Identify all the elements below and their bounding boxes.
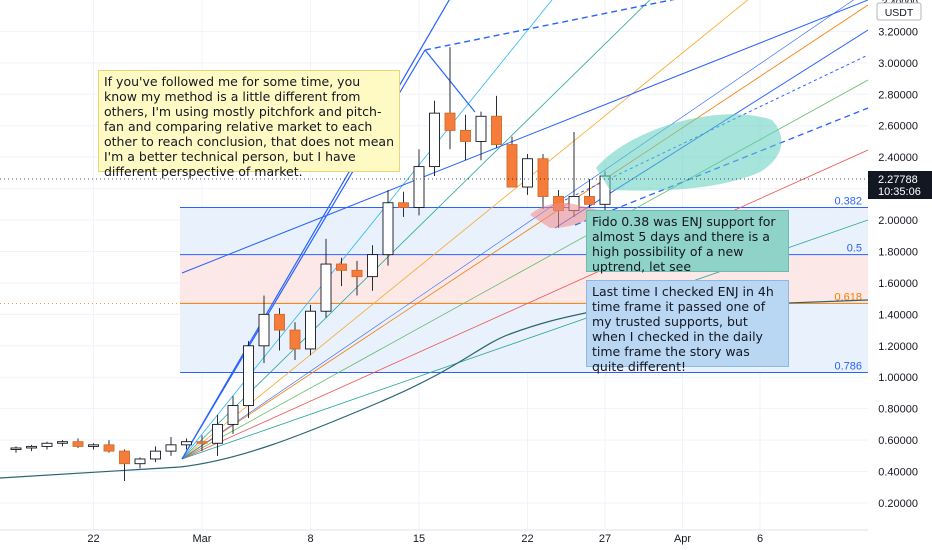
currency-badge[interactable]: USDT	[876, 2, 922, 21]
y-tick-label: 0.80000	[878, 404, 918, 416]
fib-level-label: 0.5	[847, 243, 862, 255]
candle	[351, 269, 363, 278]
candle	[491, 115, 502, 146]
median-line	[181, 0, 868, 274]
x-tick-label: 22	[521, 533, 533, 545]
y-tick-label: 0.40000	[878, 467, 918, 479]
candle	[382, 202, 394, 256]
candle	[398, 202, 409, 208]
candle	[537, 158, 549, 197]
candle	[336, 263, 347, 271]
candle	[88, 444, 99, 447]
y-tick-label: 1.00000	[878, 372, 918, 384]
last-price: 2.27788	[878, 174, 918, 186]
note-timeframe[interactable]: Last time I checked ENJ in 4h time frame…	[586, 280, 789, 374]
x-tick-label: Apr	[674, 533, 691, 545]
candle	[506, 144, 518, 188]
candle	[305, 310, 316, 350]
candle	[227, 405, 239, 425]
currency-label: USDT	[885, 7, 914, 19]
pitchfork-upper	[424, 0, 675, 51]
candle	[274, 313, 285, 331]
candle	[212, 423, 223, 444]
candle	[10, 447, 22, 451]
bar-countdown: 10:35:06	[878, 186, 921, 198]
candle	[522, 158, 533, 188]
fan-line	[181, 0, 450, 460]
x-tick-label: 22	[87, 533, 99, 545]
candle	[413, 166, 425, 208]
fan-line	[181, 0, 651, 460]
y-tick-label: 3.20000	[878, 26, 918, 38]
candle	[134, 458, 146, 465]
parallel-line-dashed	[574, 107, 868, 226]
y-tick-label: 2.40000	[878, 152, 918, 164]
candle	[150, 450, 161, 460]
x-tick-label: 8	[307, 533, 313, 545]
y-tick-label: 1.80000	[878, 246, 918, 258]
candle	[57, 441, 68, 444]
candle	[444, 112, 456, 131]
last-price-tag: 2.27788 10:35:06	[868, 171, 932, 199]
y-tick-label: 1.60000	[878, 278, 918, 290]
note-fib-support[interactable]: Fido 0.38 was ENJ support for almost 5 d…	[586, 210, 789, 274]
price-axis: 3.200003.000002.800002.600002.400002.200…	[878, 26, 918, 510]
time-axis: 22 Mar 8 15 22 27 Apr 6	[87, 533, 763, 545]
y-tick-label: 3.00000	[878, 58, 918, 70]
y-tick-label: 2.60000	[878, 121, 918, 133]
candle	[72, 441, 84, 447]
moving-average-line	[0, 299, 868, 479]
x-tick-label: 27	[599, 533, 611, 545]
candle	[460, 129, 471, 142]
candle	[367, 254, 378, 278]
candle	[320, 263, 332, 312]
y-tick-label: 1.40000	[878, 309, 918, 321]
candle	[119, 450, 130, 465]
fan-line	[181, 0, 749, 460]
candle	[289, 329, 301, 350]
fan-line	[181, 149, 868, 460]
x-tick-label: 6	[757, 533, 763, 545]
candle	[196, 441, 208, 444]
candle	[243, 345, 254, 406]
candle	[475, 115, 487, 142]
y-tick-label: 2.80000	[878, 89, 918, 101]
y-tick-label: 0.60000	[878, 435, 918, 447]
x-tick-label: Mar	[193, 533, 212, 545]
y-tick-label: 1.20000	[878, 341, 918, 353]
fib-level-label: 0.786	[834, 361, 862, 373]
fib-level-label: 0.382	[834, 195, 862, 207]
note-method[interactable]: If you've followed me for some time, you…	[98, 70, 400, 179]
candle	[26, 445, 37, 449]
y-tick-label: 2.00000	[878, 215, 918, 227]
candle	[429, 112, 440, 168]
candle	[41, 442, 53, 447]
projection-arrow-shape	[530, 114, 782, 228]
candle	[165, 444, 177, 452]
candle	[181, 441, 192, 446]
fan-line	[181, 4, 868, 460]
candle	[103, 444, 115, 452]
fan-line	[181, 0, 854, 460]
candle	[584, 196, 595, 205]
candle	[258, 313, 270, 347]
candles	[10, 47, 611, 481]
y-tick-label: 0.20000	[878, 498, 918, 510]
x-tick-label: 15	[413, 533, 425, 545]
